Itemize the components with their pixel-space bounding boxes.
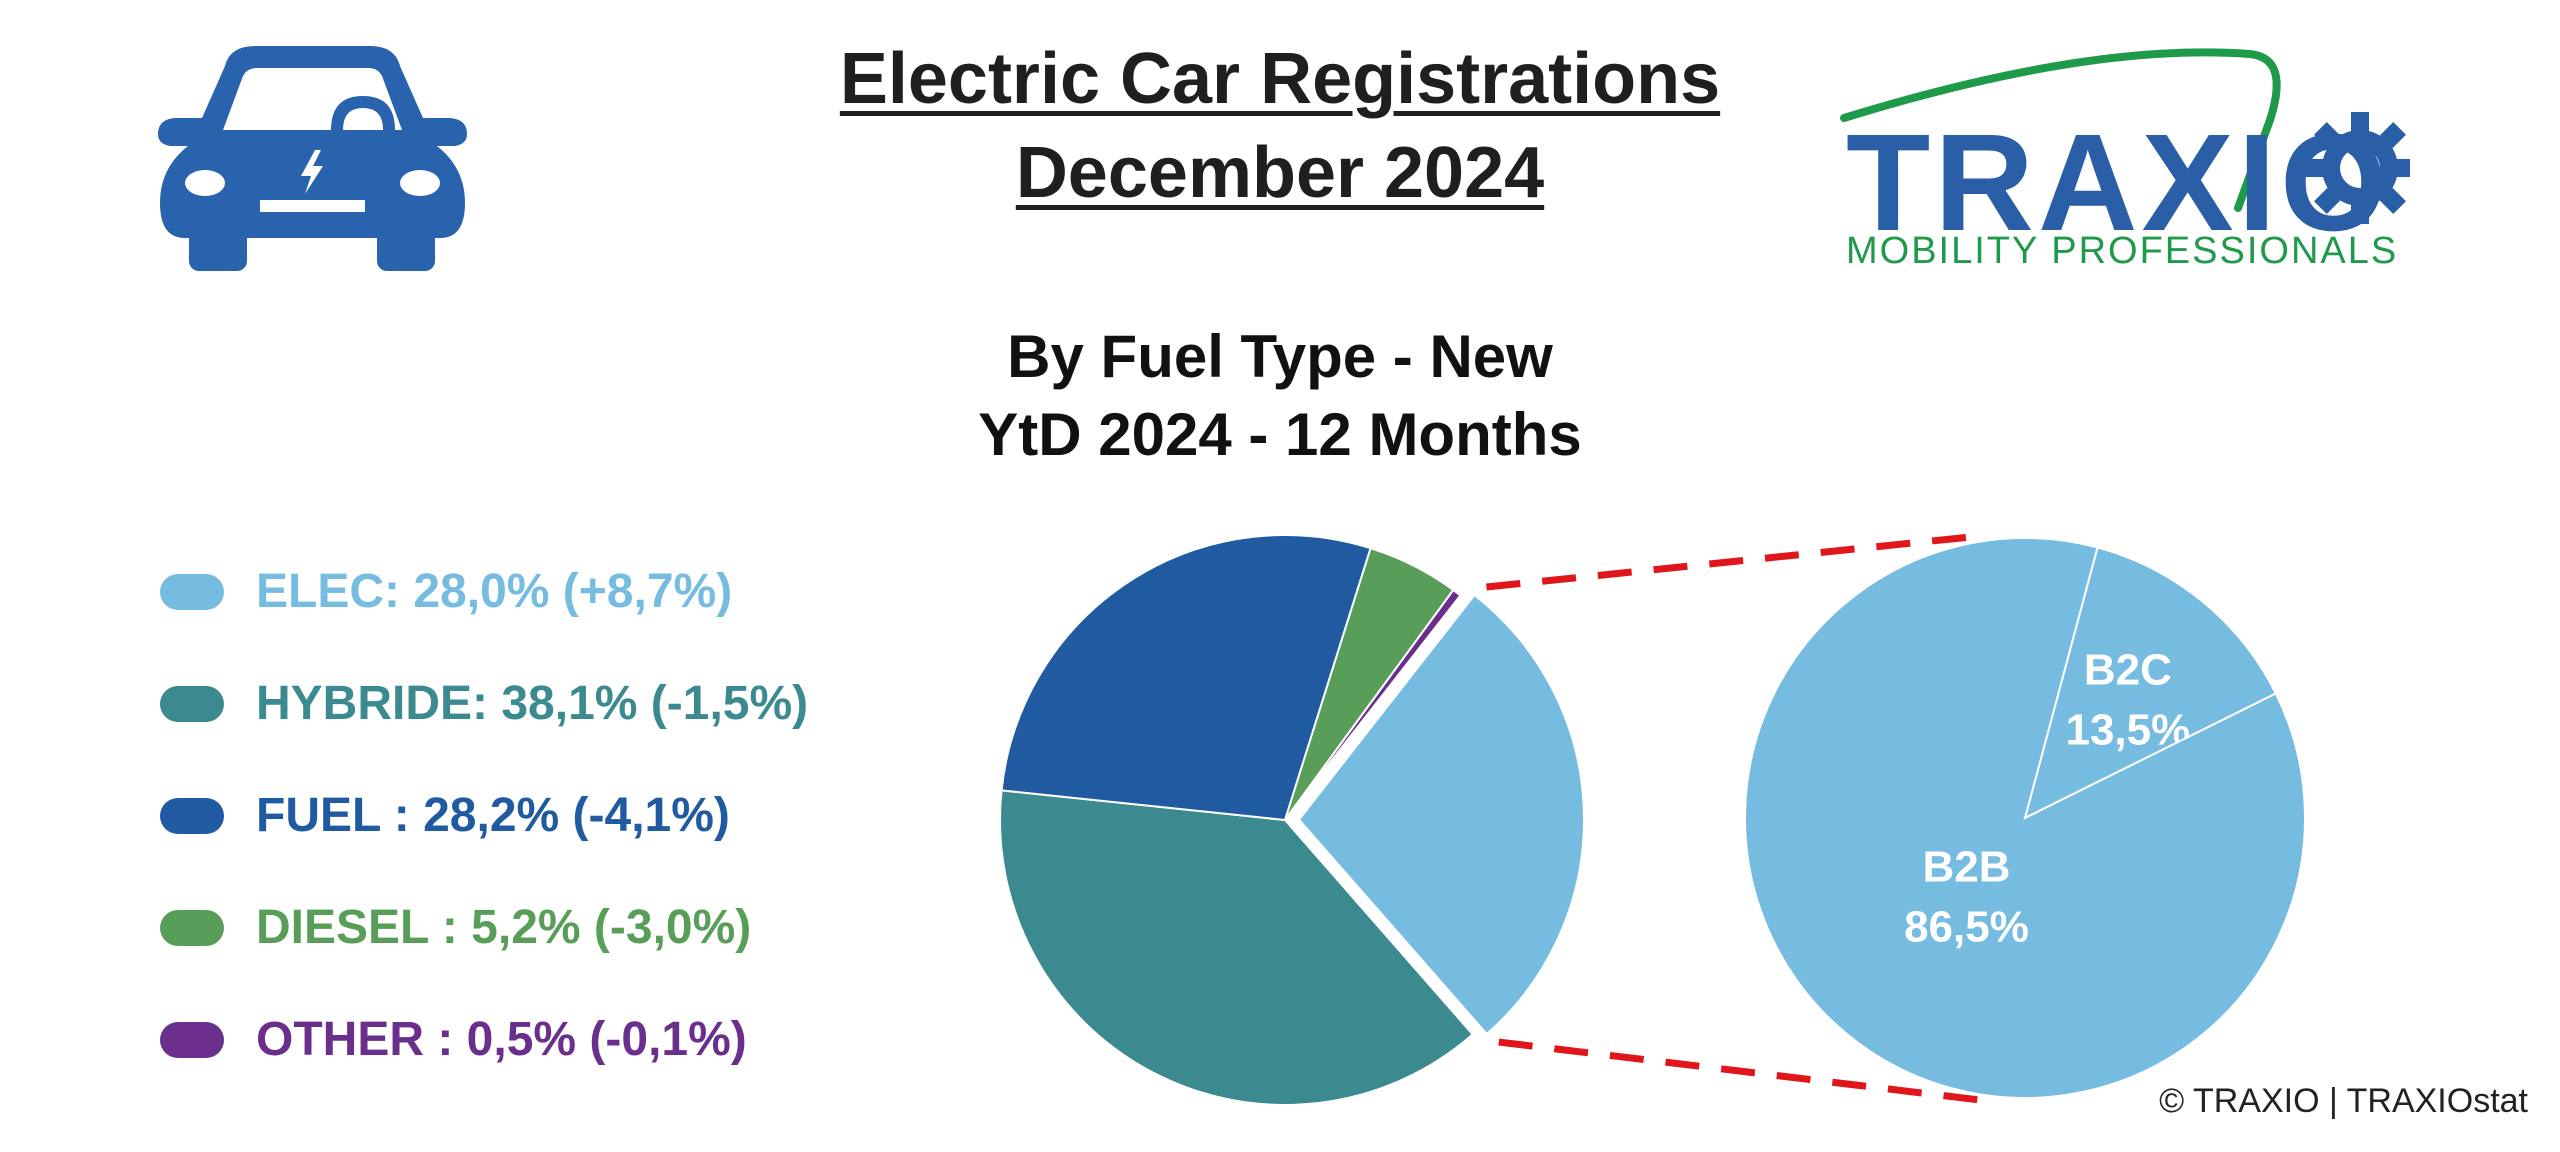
pie-slice-fuel: [1000, 534, 1372, 822]
breakdown-label-name-b2c: B2C: [2084, 645, 2172, 694]
connector-line-top: [1486, 532, 1981, 591]
page-title: Electric Car Registrations December 2024: [680, 32, 1880, 220]
title-line-1: Electric Car Registrations: [839, 39, 1721, 119]
chart-title: By Fuel Type - New YtD 2024 - 12 Months: [780, 318, 1780, 474]
chart-title-line-2: YtD 2024 - 12 Months: [978, 401, 1582, 468]
legend-label-diesel: DIESEL : 5,2% (-3,0%): [256, 901, 752, 954]
breakdown-slice-b2b: [1744, 537, 2306, 1099]
copyright-notice: © TRAXIO | TRAXIOstat: [2159, 1082, 2528, 1120]
legend-swatch-diesel: [160, 910, 224, 946]
legend-swatch-other: [160, 1022, 224, 1058]
logo-tagline: MOBILITY PROFESSIONALS: [1846, 230, 2399, 272]
legend-swatch-elec: [160, 574, 224, 610]
legend-label-other: OTHER : 0,5% (-0,1%): [256, 1013, 747, 1066]
connector-line-bottom: [1498, 1038, 1981, 1104]
legend-swatch-fuel: [160, 798, 224, 834]
pie-slice-hybride: [999, 789, 1475, 1106]
chart-title-line-1: By Fuel Type - New: [1007, 323, 1553, 390]
legend-label-elec: ELEC: 28,0% (+8,7%): [256, 565, 733, 618]
title-line-2: December 2024: [1015, 133, 1545, 213]
pie-slice-elec: [1297, 593, 1585, 1036]
legend-label-hybride: HYBRIDE: 38,1% (-1,5%): [256, 677, 809, 730]
logo-swoosh-icon: [1840, 48, 2410, 224]
breakdown-slice-b2c: [2023, 546, 2278, 820]
logo-wordmark: TRAXIO: [1846, 106, 2392, 260]
traxio-logo: TRAXIO MOBILITY PROFESSIONALS: [1830, 40, 2410, 280]
electric-car-icon: [158, 46, 467, 271]
breakdown-label-name-b2b: B2B: [1922, 843, 2010, 892]
breakdown-label-value-b2b: 86,5%: [1904, 903, 2029, 952]
legend-label-fuel: FUEL : 28,2% (-4,1%): [256, 789, 730, 842]
pie-slice-other: [1284, 588, 1462, 821]
legend-swatch-hybride: [160, 686, 224, 722]
